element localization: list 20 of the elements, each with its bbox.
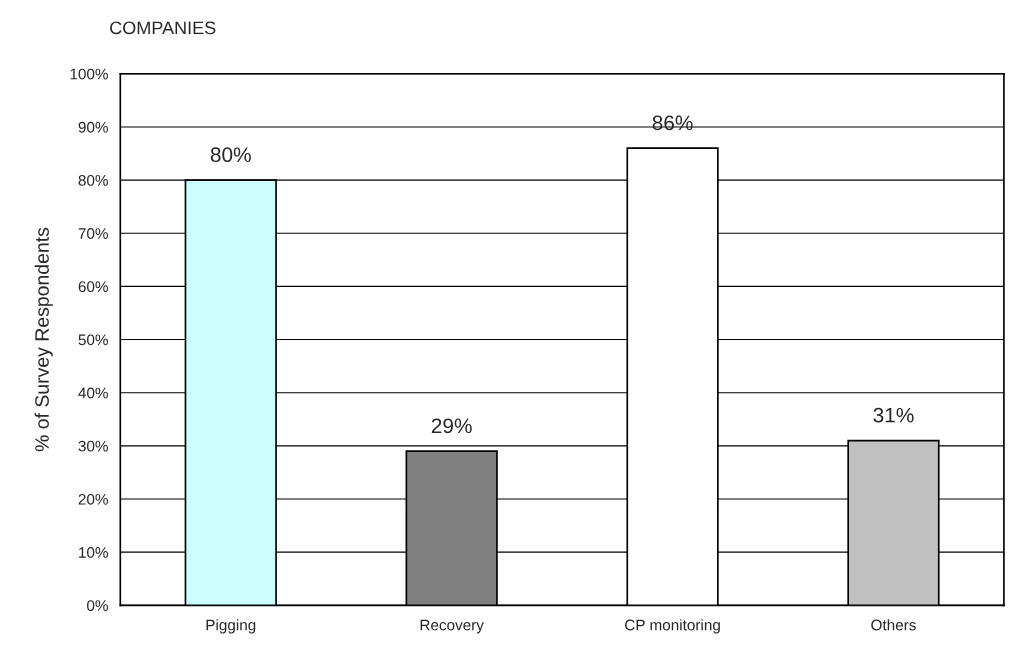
y-tick-label: 50% xyxy=(78,334,108,346)
data-label: 29% xyxy=(431,418,472,434)
y-tick-label: 0% xyxy=(87,600,108,612)
y-tick-label: 80% xyxy=(78,174,108,186)
x-tick-label: Others xyxy=(871,619,916,631)
y-tick-label: 40% xyxy=(78,387,108,399)
y-tick-label: 70% xyxy=(78,228,108,239)
x-tick-label: Pigging xyxy=(206,619,256,634)
y-tick-label: 90% xyxy=(78,121,108,133)
chart-title: COMPANIES xyxy=(110,21,216,35)
x-tick-label: CP monitoring xyxy=(625,619,720,634)
x-tick-label: Recovery xyxy=(420,619,484,634)
data-label: 31% xyxy=(873,407,914,423)
y-tick-label: 20% xyxy=(78,493,108,505)
y-axis-title: % of Survey Respondents xyxy=(34,227,53,452)
y-tick-label: 60% xyxy=(78,281,108,293)
y-tick-label: 100% xyxy=(70,68,108,80)
y-tick-label: 30% xyxy=(78,440,108,452)
y-tick-label: 10% xyxy=(79,547,108,558)
data-label: 80% xyxy=(210,147,251,163)
